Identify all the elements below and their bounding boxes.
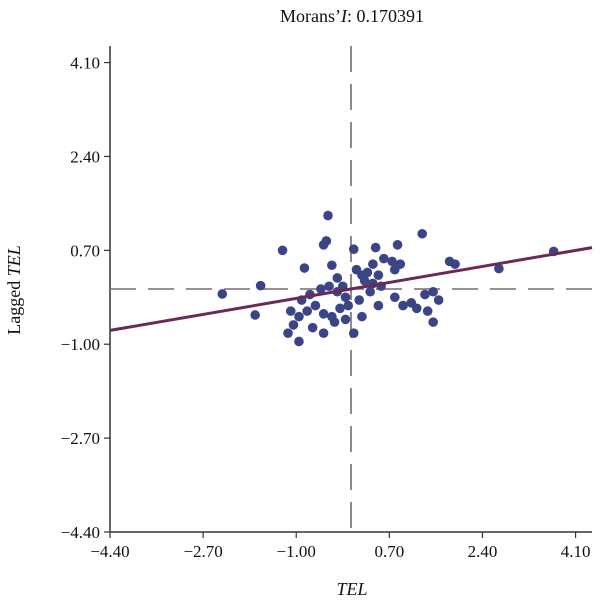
- data-point: [494, 263, 504, 274]
- x-axis-ticks: −4.40 −2.70 −1.00 0.70 2.40 4.10: [90, 532, 590, 561]
- x-tick-label: −4.40: [90, 542, 129, 561]
- data-point: [250, 310, 260, 320]
- data-point: [318, 309, 329, 319]
- data-point: [217, 289, 228, 299]
- data-point: [428, 286, 438, 297]
- data-point: [327, 260, 337, 271]
- data-point: [324, 281, 334, 292]
- x-tick-label: 4.10: [561, 542, 591, 561]
- data-point: [294, 336, 304, 347]
- data-point: [411, 303, 422, 314]
- y-tick-label: 0.70: [70, 241, 100, 260]
- data-point: [433, 295, 444, 305]
- data-point: [335, 303, 345, 314]
- data-point: [365, 286, 375, 297]
- data-point: [368, 259, 378, 269]
- y-axis-ticks: 4.10 2.40 0.70 −1.00 −2.70 −4.40: [61, 54, 110, 542]
- data-point: [390, 264, 400, 275]
- x-tick-label: 0.70: [374, 542, 404, 561]
- data-point: [348, 328, 359, 338]
- data-point: [340, 314, 351, 325]
- data-point: [316, 284, 326, 294]
- data-point: [450, 259, 460, 269]
- data-point: [310, 300, 321, 311]
- y-axis-label: Lagged TEL: [4, 245, 24, 335]
- data-point: [373, 300, 384, 311]
- data-point: [357, 311, 367, 322]
- data-point: [283, 328, 293, 338]
- data-point: [417, 228, 428, 239]
- data-point: [359, 275, 370, 286]
- data-point: [332, 273, 343, 283]
- data-point: [255, 280, 266, 291]
- data-point: [390, 292, 400, 303]
- data-point: [343, 300, 354, 311]
- data-point: [422, 306, 433, 316]
- data-point: [285, 306, 296, 316]
- chart-title: Morans’I: 0.170391: [280, 6, 424, 26]
- y-tick-label: −1.00: [61, 335, 100, 354]
- y-tick-label: 2.40: [70, 147, 100, 166]
- data-point: [323, 210, 333, 221]
- data-point: [398, 300, 408, 311]
- data-point: [420, 289, 430, 300]
- data-point: [299, 263, 310, 273]
- data-point: [288, 320, 299, 330]
- data-point: [373, 270, 384, 280]
- y-tick-label: 4.10: [70, 54, 100, 73]
- data-point: [307, 322, 318, 333]
- data-point: [340, 292, 351, 303]
- x-tick-label: 2.40: [468, 542, 498, 561]
- x-tick-label: −1.00: [277, 542, 316, 561]
- data-point: [348, 244, 359, 255]
- data-point: [362, 267, 373, 278]
- data-point: [318, 240, 329, 250]
- data-point: [302, 306, 312, 316]
- data-point: [379, 253, 389, 264]
- data-point: [294, 311, 304, 322]
- data-point: [428, 317, 438, 327]
- data-point: [318, 328, 329, 338]
- data-point: [387, 256, 397, 267]
- data-point: [392, 240, 403, 250]
- y-tick-label: −2.70: [61, 429, 100, 448]
- points-layer: [217, 210, 559, 347]
- regression-layer: [109, 246, 593, 332]
- x-tick-label: −2.70: [183, 542, 222, 561]
- regression-line: [109, 246, 593, 332]
- data-point: [329, 317, 340, 327]
- data-point: [370, 242, 381, 253]
- data-point: [277, 245, 288, 256]
- y-tick-label: −4.40: [61, 523, 100, 542]
- data-point: [354, 295, 365, 305]
- x-axis-label: TEL: [336, 579, 367, 599]
